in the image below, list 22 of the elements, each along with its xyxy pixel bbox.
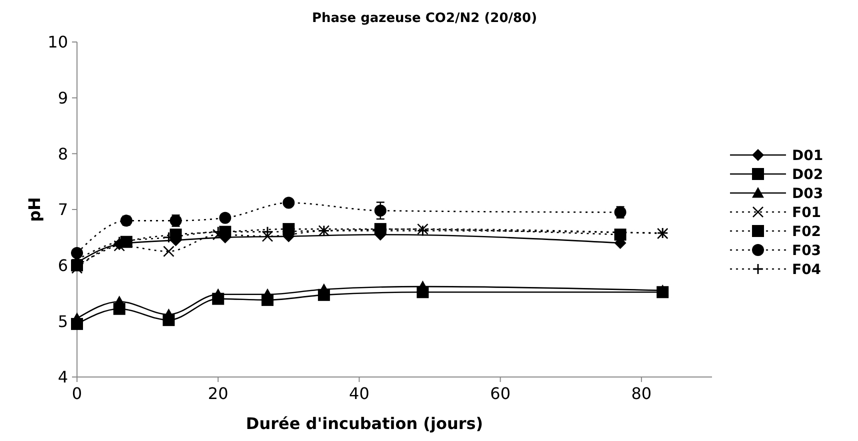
x-tick-label: 40 — [349, 384, 370, 403]
y-tick-label: 8 — [58, 144, 68, 164]
y-tick-label: 10 — [48, 32, 68, 52]
legend-label: F02 — [792, 224, 822, 240]
y-axis-title: pH — [25, 197, 44, 222]
x-tick-label: 0 — [72, 384, 82, 403]
legend-label: D01 — [792, 148, 824, 164]
y-tick-label: 6 — [58, 256, 68, 275]
y-tick-label: 4 — [58, 368, 68, 387]
legend-label: D03 — [792, 186, 824, 202]
legend-label: D02 — [792, 166, 824, 183]
legend-label: F01 — [792, 204, 822, 221]
y-tick-label: 9 — [58, 88, 68, 108]
x-tick-label: 60 — [490, 384, 511, 403]
y-tick-label: 5 — [58, 312, 68, 331]
x-tick-label: 80 — [631, 384, 652, 403]
x-axis-title: Durée d'incubation (jours) — [246, 414, 484, 433]
legend-label: F04 — [792, 262, 822, 278]
x-tick-label: 20 — [208, 384, 228, 403]
y-tick-label: 7 — [58, 200, 68, 220]
chart-title: Phase gazeuse CO2/N2 (20/80) — [312, 11, 538, 26]
legend-label: F03 — [792, 242, 822, 259]
